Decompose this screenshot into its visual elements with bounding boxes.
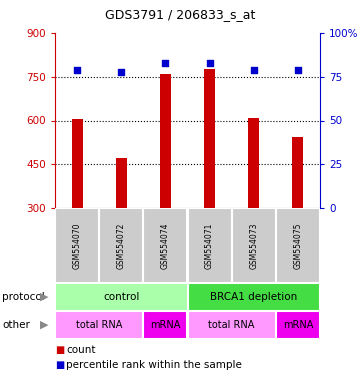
Bar bbox=[143, 208, 187, 283]
Point bbox=[74, 67, 80, 73]
Bar bbox=[55, 283, 187, 311]
Text: GSM554071: GSM554071 bbox=[205, 222, 214, 269]
Text: other: other bbox=[2, 320, 30, 330]
Bar bbox=[292, 137, 304, 296]
Text: ▶: ▶ bbox=[40, 320, 48, 330]
Text: mRNA: mRNA bbox=[150, 320, 180, 330]
Text: total RNA: total RNA bbox=[209, 320, 255, 330]
Bar bbox=[187, 311, 276, 339]
Bar bbox=[143, 311, 187, 339]
Bar bbox=[276, 311, 320, 339]
Bar bbox=[99, 208, 143, 283]
Point bbox=[207, 60, 213, 66]
Text: BRCA1 depletion: BRCA1 depletion bbox=[210, 292, 297, 302]
Text: GSM554075: GSM554075 bbox=[293, 222, 303, 269]
Text: protocol: protocol bbox=[2, 292, 45, 302]
Point bbox=[118, 68, 124, 74]
Text: ▶: ▶ bbox=[40, 292, 48, 302]
Text: ■: ■ bbox=[55, 345, 64, 355]
Point bbox=[251, 67, 257, 73]
Point bbox=[162, 60, 168, 66]
Bar bbox=[160, 74, 171, 296]
Bar bbox=[55, 208, 99, 283]
Text: control: control bbox=[103, 292, 139, 302]
Bar bbox=[248, 118, 259, 296]
Text: GSM554072: GSM554072 bbox=[117, 222, 126, 269]
Bar bbox=[187, 283, 320, 311]
Point bbox=[295, 67, 301, 73]
Text: percentile rank within the sample: percentile rank within the sample bbox=[66, 360, 242, 370]
Text: ■: ■ bbox=[55, 360, 64, 370]
Bar bbox=[204, 70, 215, 296]
Bar bbox=[276, 208, 320, 283]
Text: GSM554073: GSM554073 bbox=[249, 222, 258, 269]
Text: GDS3791 / 206833_s_at: GDS3791 / 206833_s_at bbox=[105, 8, 256, 21]
Text: count: count bbox=[66, 345, 96, 355]
Text: total RNA: total RNA bbox=[76, 320, 122, 330]
Bar bbox=[55, 311, 143, 339]
Text: GSM554074: GSM554074 bbox=[161, 222, 170, 269]
Text: GSM554070: GSM554070 bbox=[73, 222, 82, 269]
Bar bbox=[187, 208, 232, 283]
Bar bbox=[232, 208, 276, 283]
Text: mRNA: mRNA bbox=[283, 320, 313, 330]
Bar bbox=[71, 119, 83, 296]
Bar bbox=[116, 159, 127, 296]
